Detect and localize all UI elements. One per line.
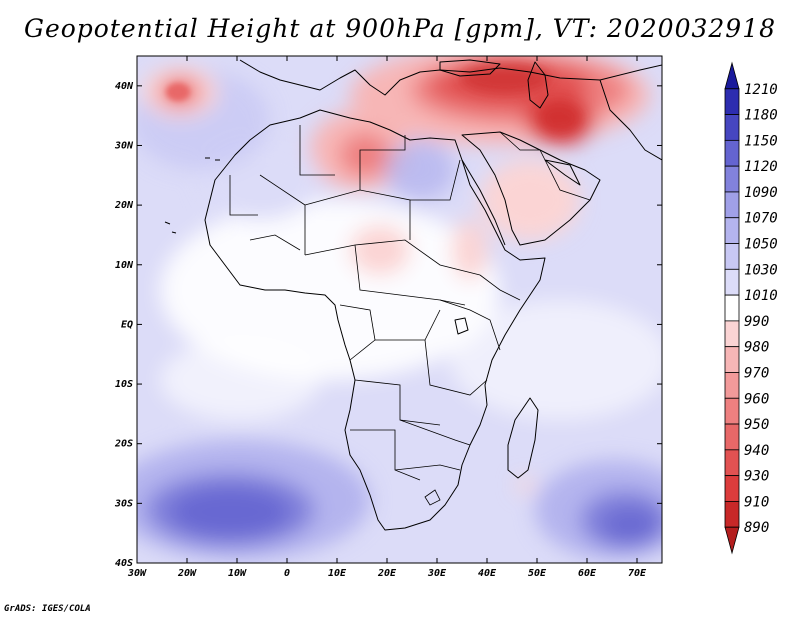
colorbar-label: 1150 (744, 133, 778, 149)
colorbar-label: 1180 (744, 108, 778, 124)
colorbar-swatch (724, 320, 740, 348)
colorbar-swatch (724, 114, 740, 141)
colorbar-swatch (724, 165, 740, 193)
colorbar-label: 910 (744, 494, 769, 510)
colorbar-label: 950 (744, 417, 769, 433)
lon-tick-label: 30E (427, 568, 447, 579)
colorbar-label: 960 (744, 391, 769, 407)
lon-tick-label: 40E (478, 568, 497, 579)
colorbar-swatch (724, 501, 740, 528)
colorbar-swatch (724, 294, 740, 322)
lat-tick-label: 20S (114, 439, 133, 450)
lat-tick-label: 10S (115, 379, 133, 390)
grads-credit: GrADS: IGES/COLA (4, 604, 91, 614)
colorbar-label: 1070 (744, 211, 778, 227)
lat-tick-label: 40N (115, 81, 134, 92)
lon-tick-label: 10E (328, 568, 347, 579)
colorbar-label: 1120 (744, 159, 778, 175)
colorbar-top-triangle (724, 61, 740, 90)
colorbar-swatch (724, 372, 740, 399)
coastlines (164, 59, 662, 531)
colorbar-label: 980 (744, 340, 769, 356)
lat-tick-label: 10N (115, 260, 134, 271)
lon-tick-label: 50E (528, 568, 547, 579)
colorbar-label: 990 (744, 314, 769, 330)
colorbar-bottom-triangle (724, 526, 740, 555)
colorbar-swatch (724, 449, 740, 477)
colorbar-label: 1030 (744, 262, 778, 278)
lon-tick-label: 60E (578, 568, 597, 579)
colorbar-label: 1090 (744, 185, 778, 201)
colorbar: 1210 1180 1150 1120 1090 1070 1050 1030 1010 990 9… (724, 61, 778, 555)
colorbar-label: 1050 (744, 237, 778, 253)
lon-tick-label: 70E (628, 568, 647, 579)
colorbar-label: 940 (744, 443, 769, 459)
lat-tick-label: 30S (114, 498, 133, 509)
colorbar-swatch (724, 268, 740, 296)
political-borders (229, 125, 591, 506)
latitude-axis: 40N 30N 20N 10N EQ 10S 20S 30S 40S (114, 81, 662, 569)
colorbar-swatch (724, 423, 740, 451)
colorbar-label: 1210 (744, 82, 778, 98)
colorbar-swatch (724, 217, 740, 244)
longitude-axis: 30W 20W 10W 0 10E 20E 30E 40E 50E 60E 70E (127, 56, 647, 579)
lon-tick-label: 20E (377, 568, 397, 579)
chart-title: Geopotential Height at 900hPa [gpm], VT:… (23, 14, 777, 43)
lon-tick-label: 0 (284, 568, 290, 579)
lat-tick-label: 20N (114, 200, 134, 211)
lat-tick-label: 40S (115, 558, 133, 569)
colorbar-swatch (724, 346, 740, 373)
colorbar-swatch (724, 397, 740, 425)
lon-tick-label: 20W (177, 568, 197, 579)
lat-tick-label: 30N (114, 140, 134, 151)
colorbar-label: 890 (744, 520, 769, 536)
colorbar-swatch (724, 88, 740, 115)
colorbar-swatch (724, 191, 740, 219)
colorbar-label: 970 (744, 365, 769, 381)
lon-tick-label: 10W (228, 568, 247, 579)
colorbar-swatch (724, 243, 740, 270)
field-layer (137, 56, 662, 563)
colorbar-label: 930 (744, 469, 769, 485)
colorbar-label: 1010 (744, 288, 778, 304)
colorbar-swatch (724, 139, 740, 167)
lat-tick-label: EQ (121, 319, 133, 330)
lon-tick-label: 30W (127, 568, 147, 579)
plot-frame (136, 55, 663, 564)
colorbar-swatch (724, 475, 740, 502)
